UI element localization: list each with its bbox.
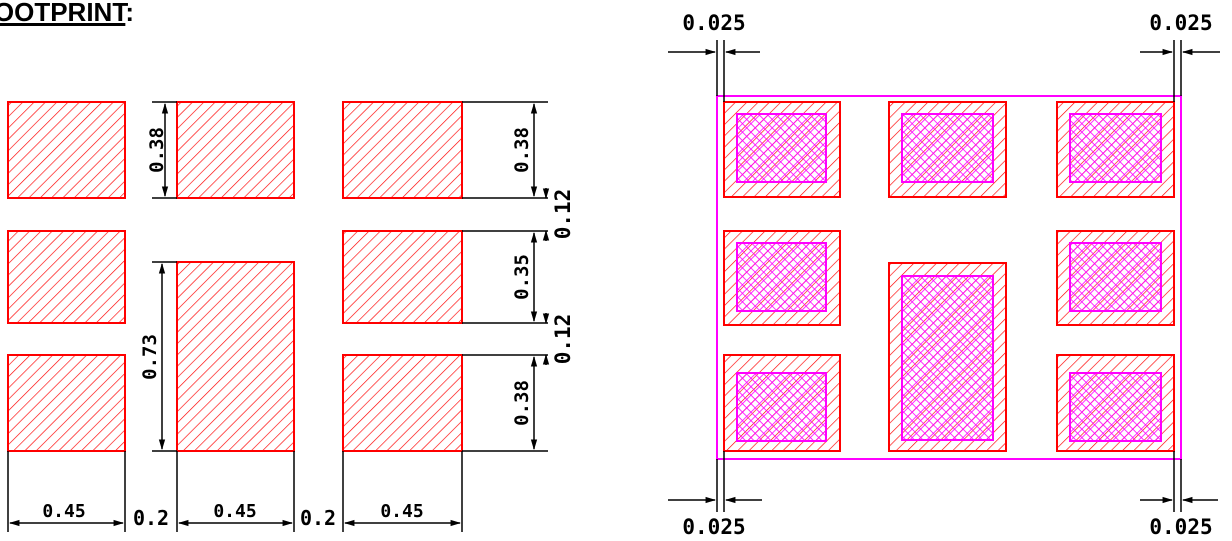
- left-dimension-labels: 0.38 0.73 0.38 0.35 0.38 0.12 0.12 0.45 …: [42, 127, 575, 530]
- aperture-left-top: [736, 113, 827, 183]
- aperture-right-mid: [1069, 242, 1162, 312]
- pad-right-top: [342, 101, 463, 199]
- aperture-center-top: [901, 113, 994, 183]
- dim-gap-top: 0.12: [551, 189, 575, 240]
- pad-right-mid: [342, 230, 463, 324]
- pad-left-top: [7, 101, 126, 199]
- dim-right-height-mid: 0.35: [511, 254, 533, 300]
- pad-center-top: [176, 101, 295, 199]
- title-text: FOOTPRINT: [0, 0, 126, 27]
- dim-clearance-top-left: 0.025: [682, 11, 745, 35]
- pad-left-mid: [7, 230, 126, 324]
- dim-space-1: 0.2: [133, 506, 169, 530]
- aperture-center-large: [901, 275, 994, 441]
- left-dimension-lines: [7, 101, 550, 532]
- pad-right-bot: [342, 354, 463, 452]
- dim-clearance-bottom-right: 0.025: [1149, 515, 1212, 539]
- aperture-left-bot: [736, 372, 827, 442]
- dim-right-height-top: 0.38: [511, 127, 533, 173]
- aperture-right-bot: [1069, 372, 1162, 442]
- left-land-pattern: [7, 101, 463, 452]
- dim-width-1: 0.45: [42, 501, 85, 522]
- dim-right-height-bot: 0.38: [511, 380, 533, 426]
- dim-gap-bottom: 0.12: [551, 314, 575, 365]
- right-dimension-lines: [668, 40, 1220, 512]
- dim-clearance-bottom-left: 0.025: [682, 515, 745, 539]
- dim-space-2: 0.2: [300, 506, 336, 530]
- outline-boundary: [716, 95, 1182, 460]
- dim-width-3: 0.45: [380, 501, 423, 522]
- dim-center-pad-height: 0.73: [139, 334, 161, 380]
- dim-clearance-top-right: 0.025: [1149, 11, 1212, 35]
- title-colon: :: [125, 0, 135, 27]
- pad-center-large: [176, 261, 295, 452]
- pad-left-bot: [7, 354, 126, 452]
- right-dimension-labels: 0.025 0.025 0.025 0.025: [682, 11, 1212, 539]
- footprint-title: FOOTPRINT:: [0, 0, 134, 28]
- right-stencil-pattern: [716, 95, 1182, 460]
- dim-pad-height-top: 0.38: [146, 127, 168, 173]
- aperture-left-mid: [736, 242, 827, 312]
- dim-width-2: 0.45: [213, 501, 256, 522]
- aperture-right-top: [1069, 113, 1162, 183]
